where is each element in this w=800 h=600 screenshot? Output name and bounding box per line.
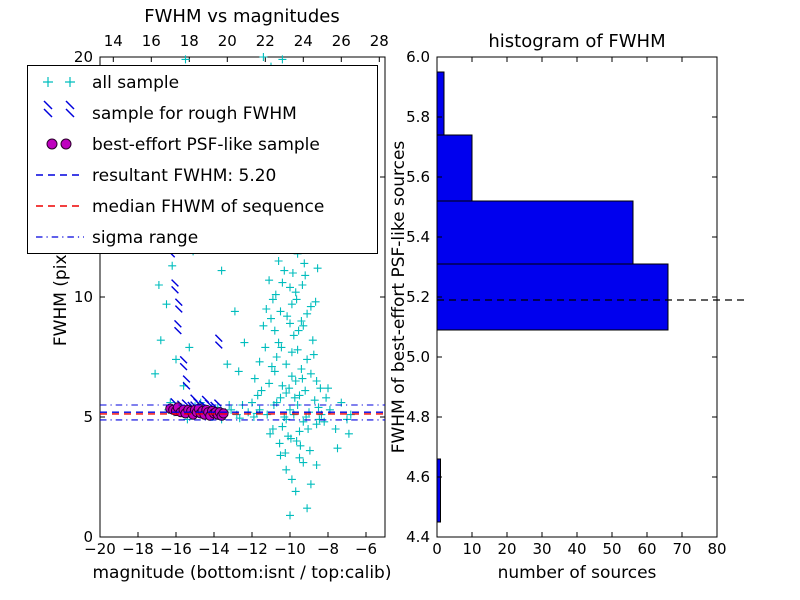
bottom-x-tick-label: −14 [198, 540, 230, 558]
legend-x-marker [43, 100, 53, 118]
histogram-plot: 0 10 20 30 40 50 60 70 80 4.4 4.6 4.8 5.0 5.2 5.4 5.6 5.… [406, 48, 745, 558]
y-tick-label: 5 [83, 408, 93, 426]
hist-y-tick-label: 5.0 [406, 348, 430, 366]
hist-bar [436, 200, 634, 265]
hist-y-tick-label: 4.4 [406, 528, 430, 546]
scatter-xaxis-label: magnitude (bottom:isnt / top:calib) [93, 563, 392, 583]
hist-x-tick-label: 60 [637, 540, 656, 558]
legend-entry-label: sigma range [92, 228, 198, 248]
legend-entry-label: median FHWM of sequence [92, 197, 324, 217]
hist-x-tick-label: 10 [462, 540, 481, 558]
bottom-x-tick-label: −6 [355, 540, 377, 558]
scatter-plot-title: FWHM vs magnitudes [144, 6, 339, 27]
top-x-tick-label: 20 [218, 32, 237, 50]
bottom-x-tick-label: −16 [160, 540, 192, 558]
legend-circle-marker [46, 138, 58, 150]
top-x-tick-label: 16 [142, 32, 161, 50]
hist-bar [436, 263, 669, 331]
top-x-tick-label: 26 [332, 32, 351, 50]
hist-x-tick-label: 70 [672, 540, 691, 558]
legend-entry-label: best-effort PSF-like sample [92, 135, 320, 155]
y-tick-label: 0 [83, 528, 93, 546]
series-sample-for-rough-fwhm [167, 243, 223, 417]
histogram-title: histogram of FWHM [488, 31, 665, 52]
legend-entry-label: resultant FWHM: 5.20 [92, 166, 276, 186]
hist-y-tick-label: 5.4 [406, 228, 430, 246]
hist-x-tick-label: 20 [497, 540, 516, 558]
legend-plus-marker [65, 77, 75, 87]
top-x-tick-label: 14 [104, 32, 123, 50]
bottom-x-tick-label: −18 [122, 540, 154, 558]
top-x-tick-label: 24 [294, 32, 313, 50]
bottom-x-tick-label: −10 [274, 540, 306, 558]
hist-x-tick-label: 40 [567, 540, 586, 558]
scatter-yaxis-label: FWHM (pix) [51, 248, 71, 346]
hist-bar [436, 458, 441, 523]
hist-x-tick-label: 50 [602, 540, 621, 558]
legend-plus-marker [43, 77, 53, 87]
hist-y-tick-label: 4.8 [406, 408, 430, 426]
hist-x-tick-label: 0 [432, 540, 442, 558]
hist-x-tick-label: 80 [707, 540, 726, 558]
hist-x-tick-label: 30 [532, 540, 551, 558]
hist-bar [436, 134, 473, 202]
top-x-tick-label: 28 [370, 32, 389, 50]
legend-box [27, 65, 378, 254]
y-tick-label: 10 [74, 288, 93, 306]
top-x-tick-label: 22 [256, 32, 275, 50]
hist-y-tick-label: 5.8 [406, 108, 430, 126]
top-x-tick-label: 18 [180, 32, 199, 50]
hist-y-tick-label: 6.0 [406, 48, 430, 66]
legend-entry-label: sample for rough FWHM [92, 104, 297, 124]
histogram-yaxis-label: FWHM of best-effort PSF-like sources [389, 141, 409, 454]
bottom-x-tick-label: −8 [317, 540, 339, 558]
hist-y-tick-label: 4.6 [406, 468, 430, 486]
histogram-xaxis-label: number of sources [498, 563, 657, 583]
legend: all sample sample for rough FWHM best-effo… [27, 65, 378, 254]
legend-x-marker [65, 100, 75, 118]
hist-y-tick-label: 5.6 [406, 168, 430, 186]
bottom-x-tick-label: −12 [236, 540, 268, 558]
legend-entry-label: all sample [92, 73, 179, 93]
y-tick-label: 20 [74, 48, 93, 66]
hist-bar [436, 71, 445, 136]
scatter-plot: −20 −18 −16 −14 −12 −10 −8 −6 14 16 18 20 22 24 26 28 0 5… [74, 32, 389, 558]
bottom-x-tick-label: −20 [84, 540, 116, 558]
legend-circle-marker [60, 138, 72, 150]
hist-y-tick-label: 5.2 [406, 288, 430, 306]
